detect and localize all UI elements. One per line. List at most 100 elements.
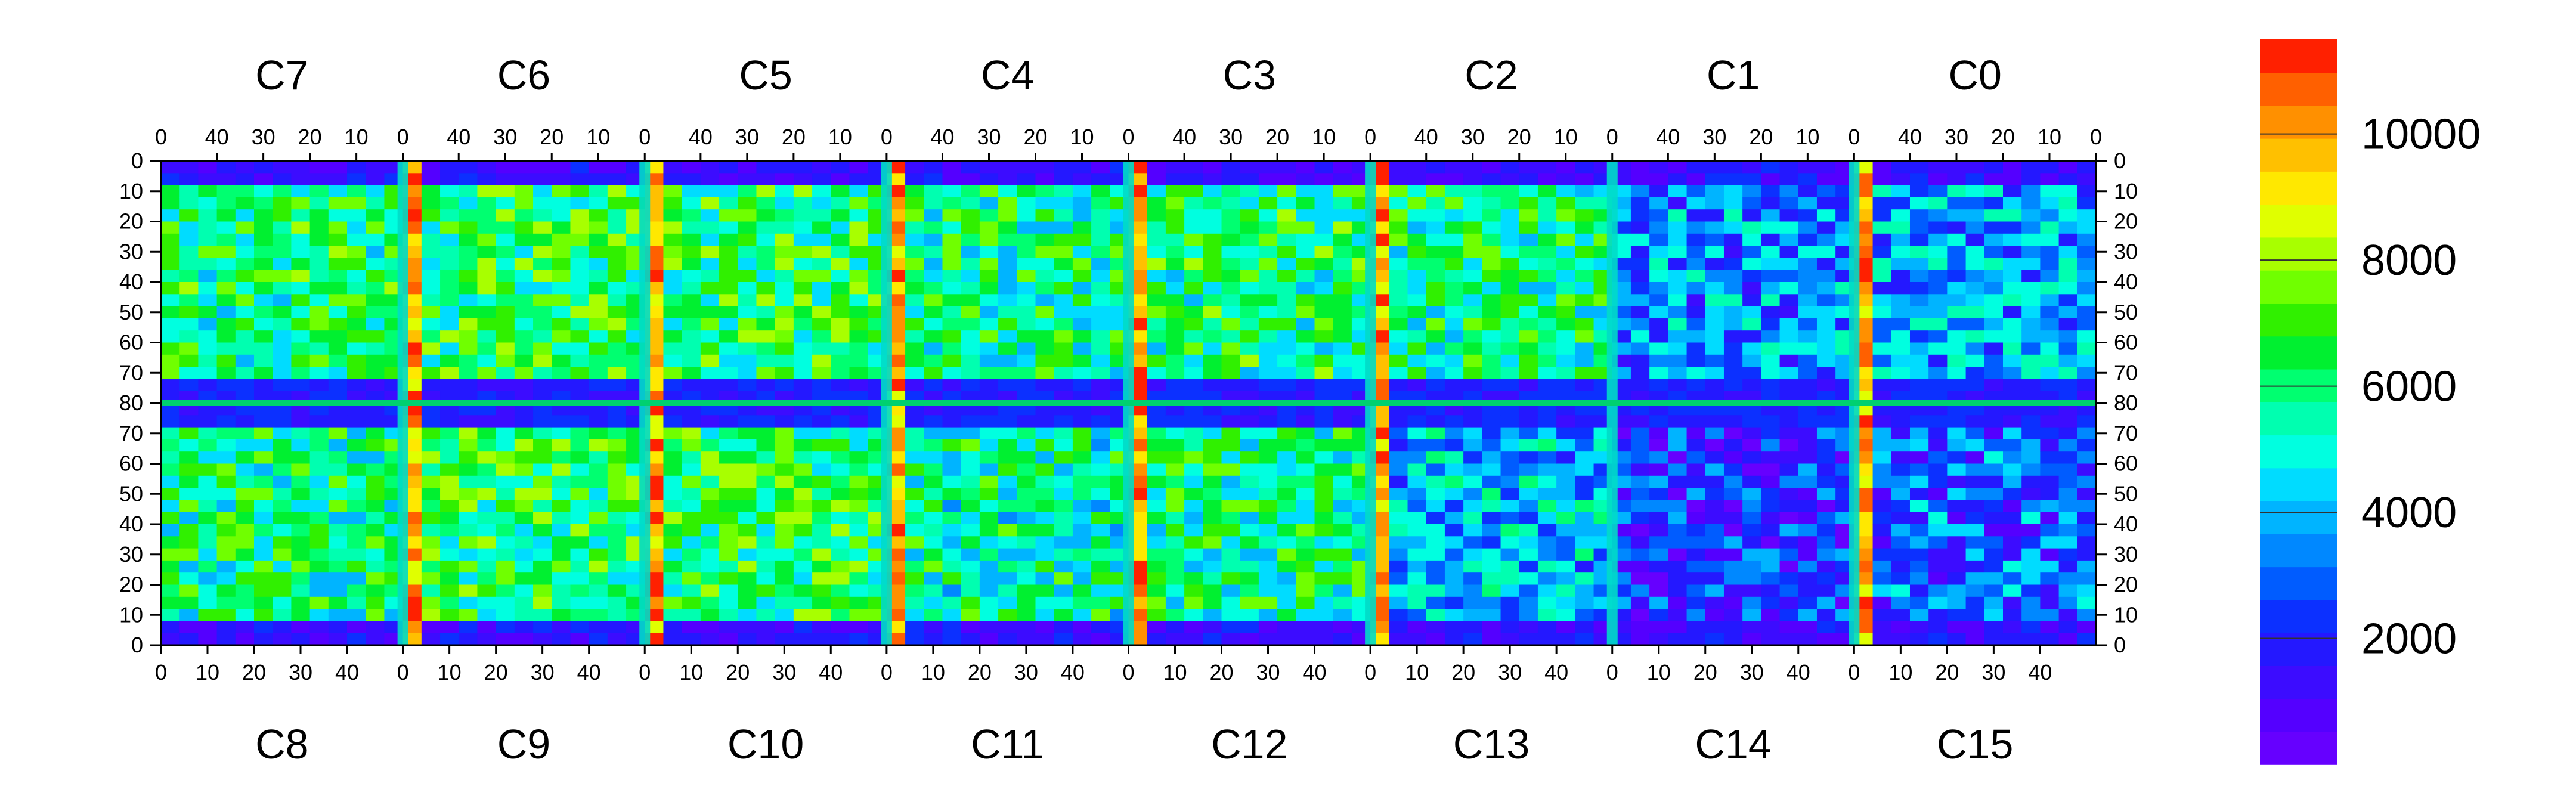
heatmap-cell (1184, 258, 1203, 271)
heatmap-cell (2040, 306, 2060, 319)
heatmap-cell (533, 548, 552, 561)
heatmap-cell (1296, 258, 1315, 271)
heatmap-cell (1463, 221, 1482, 234)
heatmap-cell (1668, 258, 1688, 271)
heatmap-cell (1444, 354, 1464, 367)
heatmap-cell (1816, 548, 1836, 561)
heatmap-cell (756, 609, 776, 621)
heatmap-cell (1779, 185, 1799, 198)
heatmap-cell (1686, 500, 1706, 513)
heatmap-cell (924, 282, 943, 295)
heatmap-cell (309, 609, 329, 621)
heatmap-cell (831, 609, 850, 621)
heatmap-cell (905, 500, 924, 513)
heatmap-cell (1426, 185, 1445, 198)
heatmap-cell (682, 548, 701, 561)
heatmap-cell (979, 403, 999, 416)
heatmap-cell (1556, 379, 1575, 392)
heatmap-cell (421, 342, 441, 355)
heatmap-cell (273, 536, 292, 549)
heatmap-cell (1984, 475, 2004, 488)
heatmap-cell (942, 258, 962, 271)
heatmap-cell (291, 282, 311, 295)
heatmap-cell (1389, 306, 1408, 319)
top-chip-label: C3 (1223, 52, 1276, 98)
heatmap-cell (1798, 221, 1818, 234)
heatmap-cell (161, 609, 180, 621)
heatmap-cell (366, 536, 385, 549)
heatmap-cell (2002, 209, 2022, 222)
heatmap-cell (440, 330, 459, 343)
y-tick-label: 60 (2114, 451, 2138, 476)
heatmap-cell (1761, 209, 1781, 222)
heatmap-cell (1333, 621, 1352, 634)
heatmap-cell (1463, 524, 1482, 537)
heatmap-cell (1240, 560, 1259, 573)
heatmap-cell (1723, 524, 1743, 537)
heatmap-cell (1779, 246, 1799, 258)
heatmap-cell (1649, 221, 1668, 234)
heatmap-cell (1686, 161, 1706, 174)
heatmap-cell (1761, 584, 1781, 597)
heatmap-cell (1203, 548, 1222, 561)
heatmap-cell (347, 609, 366, 621)
heatmap-cell (607, 439, 627, 452)
heatmap-cell (1296, 367, 1315, 379)
heatmap-cell (775, 318, 794, 331)
heatmap-cell (1816, 379, 1836, 392)
heatmap-cell (1463, 584, 1482, 597)
heatmap-cell (1742, 306, 1761, 319)
heatmap-cell (905, 548, 924, 561)
heatmap-cell (775, 197, 794, 210)
heatmap-cell (273, 318, 292, 331)
heatmap-cell (1240, 379, 1259, 392)
heatmap-cell (663, 621, 683, 634)
heatmap-cell (793, 439, 813, 452)
heatmap-cell (831, 246, 850, 258)
heatmap-cell (1017, 306, 1036, 319)
heatmap-cell (979, 621, 999, 634)
heatmap-cell (1314, 306, 1334, 319)
heatmap-cell (1798, 536, 1818, 549)
heatmap-cell (328, 621, 348, 634)
heatmap-cell (235, 596, 255, 609)
heatmap-cell (812, 209, 831, 222)
heatmap-cell (2040, 536, 2060, 549)
heatmap-cell (254, 367, 273, 379)
heatmap-cell (198, 548, 218, 561)
heatmap-cell (1761, 258, 1781, 271)
heatmap-cell (1705, 221, 1724, 234)
heatmap-cell (1091, 403, 1110, 416)
heatmap-cell (700, 463, 720, 476)
heatmap-cell (942, 185, 962, 198)
heatmap-cell (1444, 197, 1464, 210)
heatmap-cell (570, 354, 590, 367)
heatmap-cell (1723, 185, 1743, 198)
heatmap-cell (1221, 621, 1241, 634)
heatmap-cell (812, 572, 831, 586)
heatmap-cell (2002, 609, 2022, 621)
heatmap-cell (1240, 524, 1259, 537)
heatmap-cell (1072, 584, 1092, 597)
heatmap-cell (552, 536, 571, 549)
heatmap-cell (570, 427, 590, 440)
heatmap-cell (2058, 609, 2078, 621)
heatmap-cell (1965, 500, 1985, 513)
heatmap-cell (979, 161, 999, 174)
heatmap-cell (347, 500, 366, 513)
heatmap-cell (607, 403, 627, 416)
heatmap-cell (1296, 318, 1315, 331)
heatmap-cell (1761, 488, 1781, 500)
heatmap-cell (459, 282, 478, 295)
heatmap-cell (1928, 427, 1948, 440)
heatmap-cell (1575, 330, 1594, 343)
heatmap-cell (998, 584, 1017, 597)
heatmap-cell (1965, 633, 1985, 646)
heatmap-cell (2040, 463, 2060, 476)
heatmap-cell (309, 173, 329, 186)
heatmap-cell (1723, 173, 1743, 186)
heatmap-cell (421, 221, 441, 234)
heatmap-cell (1314, 270, 1334, 283)
heatmap-cell (1928, 221, 1948, 234)
